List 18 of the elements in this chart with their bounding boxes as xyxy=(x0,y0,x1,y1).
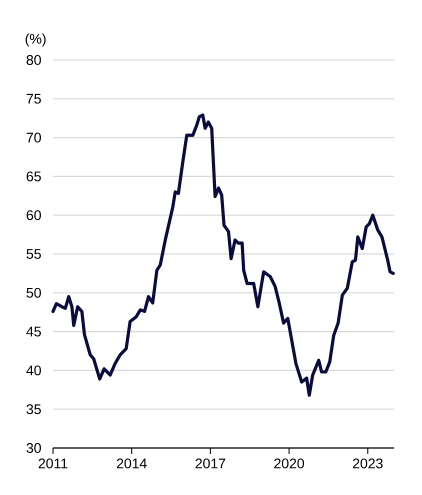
line-series xyxy=(51,114,395,397)
y-tick-label: 55 xyxy=(26,249,41,259)
y-tick-label: 45 xyxy=(26,326,41,336)
y-tick-label: 50 xyxy=(26,288,41,298)
y-tick-label: 40 xyxy=(26,365,41,376)
x-tick-label: 2011 xyxy=(38,458,68,468)
y-tick-label: 65 xyxy=(26,171,41,182)
y-tick-label: 35 xyxy=(26,404,41,414)
x-tick-label: 2017 xyxy=(196,458,226,468)
y-tick-label: 70 xyxy=(26,132,41,143)
x-tick-label: 2023 xyxy=(352,458,383,468)
y-tick-label: 60 xyxy=(26,210,41,220)
y-axis-title: (%) xyxy=(26,33,46,46)
x-tick-label: 2014 xyxy=(116,458,147,468)
x-tick-label: 2020 xyxy=(274,458,304,468)
y-tick-label: 75 xyxy=(26,94,41,104)
y-tick-label: 30 xyxy=(26,443,41,453)
y-tick-label: 80 xyxy=(26,55,41,65)
